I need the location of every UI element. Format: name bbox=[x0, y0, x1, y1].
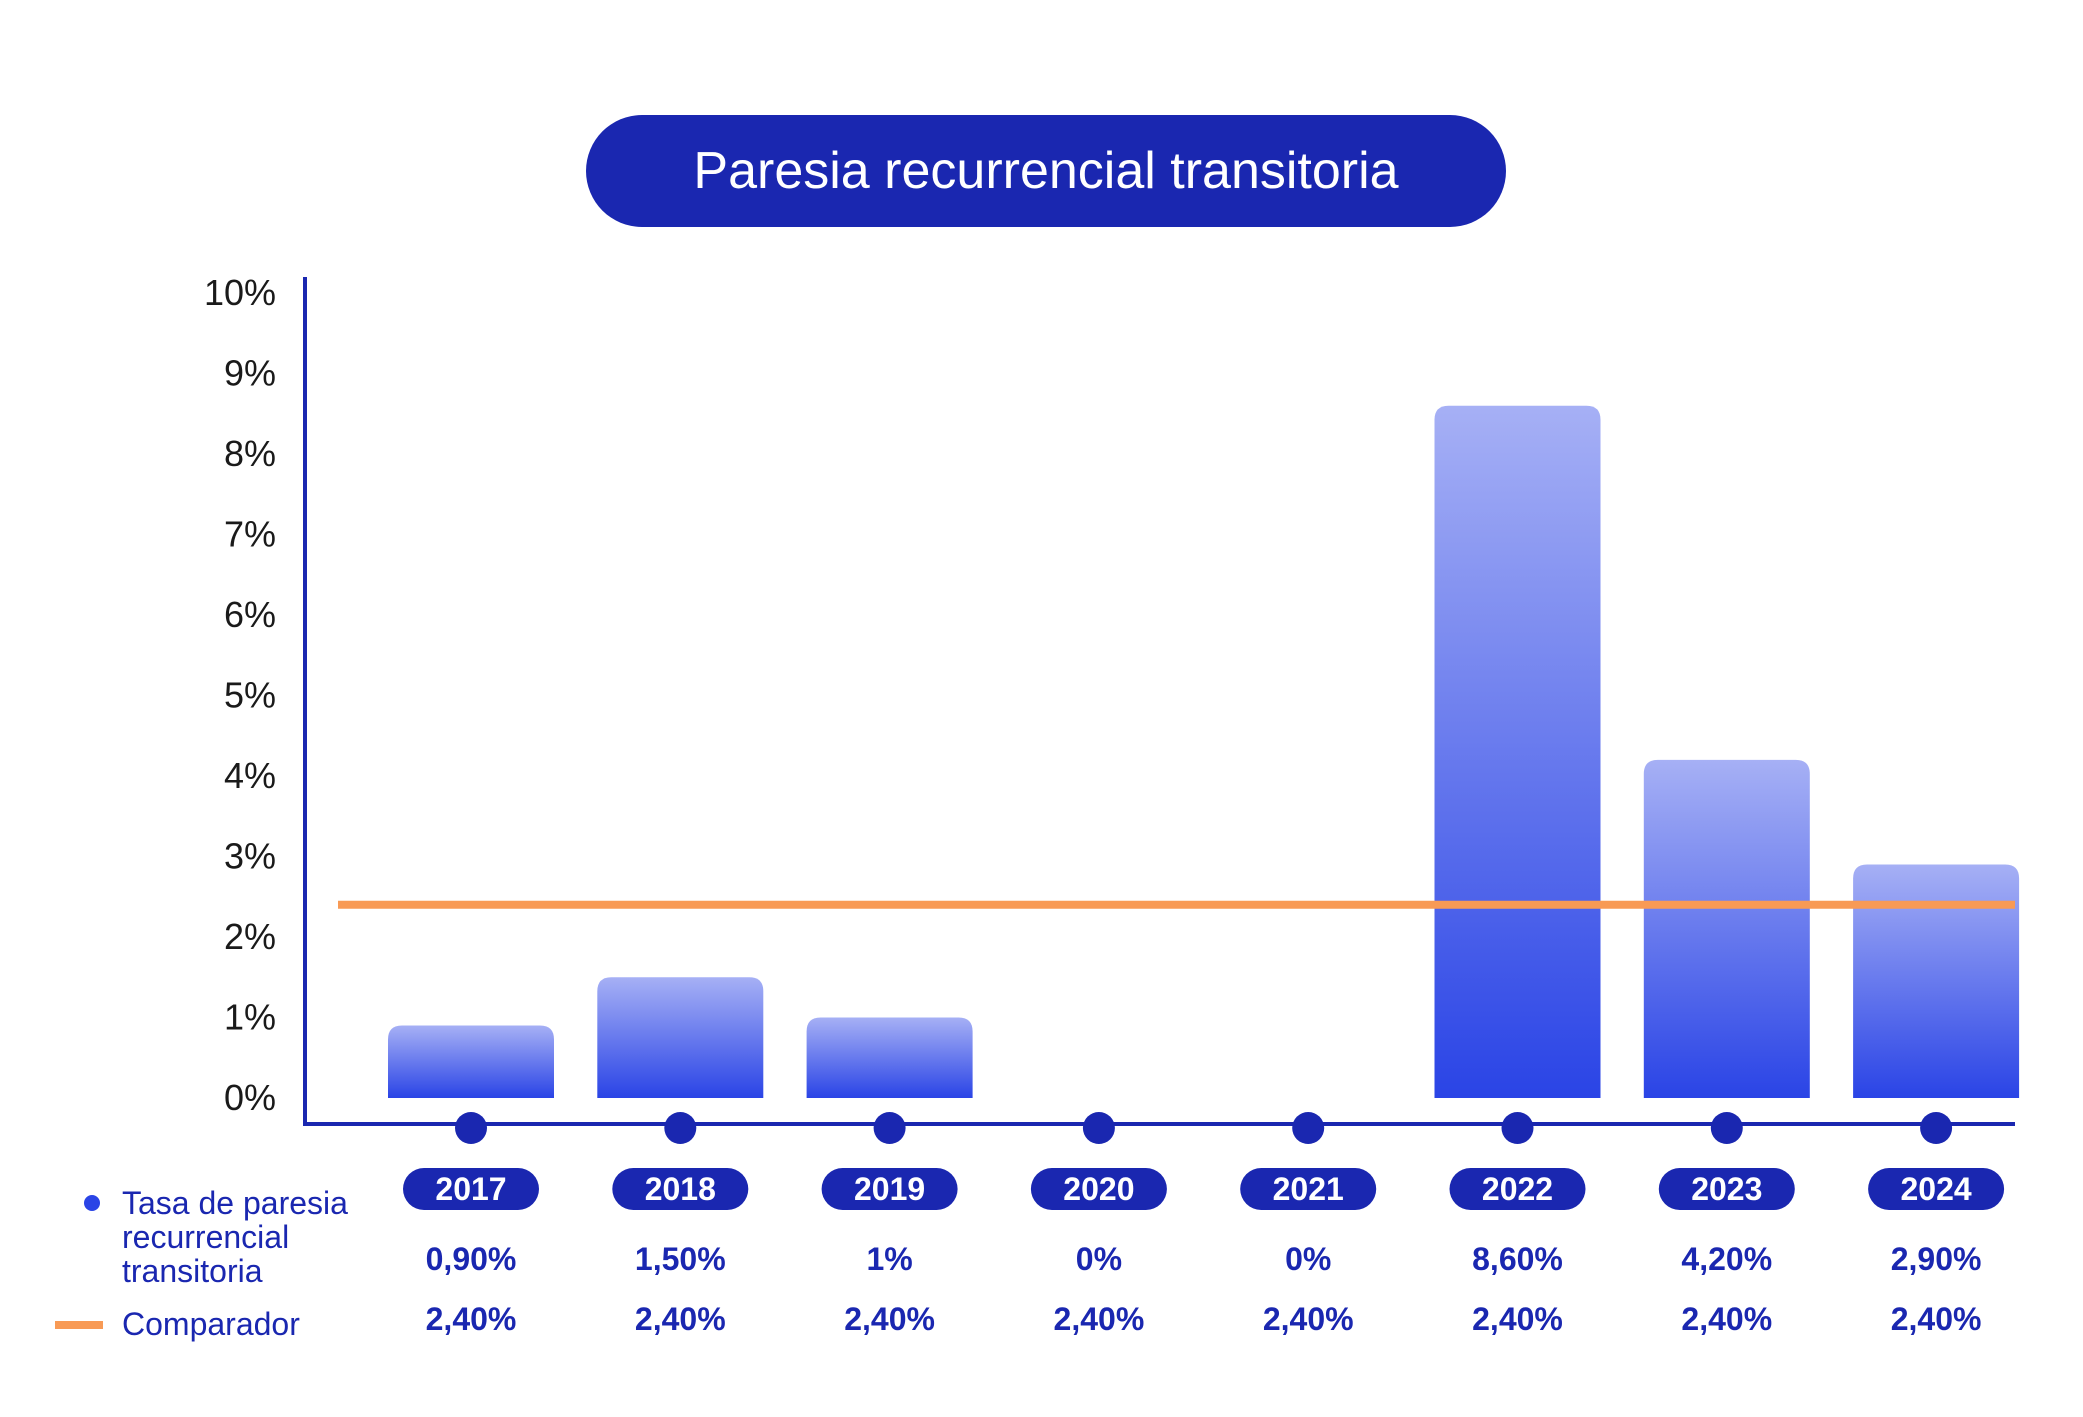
chart-title: Paresia recurrencial transitoria bbox=[586, 115, 1506, 227]
year-label: 2021 bbox=[1273, 1171, 1344, 1207]
year-label: 2023 bbox=[1691, 1171, 1762, 1207]
year-pill bbox=[612, 1168, 749, 1210]
series-value-label: 0% bbox=[1285, 1241, 1331, 1277]
year-label: 2017 bbox=[435, 1171, 506, 1207]
comparator-value-label: 2,40% bbox=[1263, 1301, 1354, 1337]
y-tick-label: 5% bbox=[224, 675, 276, 716]
y-tick-label: 6% bbox=[224, 594, 276, 635]
year-pill bbox=[403, 1168, 539, 1210]
category-dot bbox=[1920, 1112, 1953, 1144]
y-axis-ticks: 0% 1% 2% 3% 4% 5% 6% 7% 8% 9% 10% bbox=[204, 272, 276, 1118]
comparator-value-label: 2,40% bbox=[426, 1301, 517, 1337]
year-pill bbox=[1240, 1168, 1377, 1210]
y-tick-label: 8% bbox=[224, 433, 276, 474]
category-dot bbox=[873, 1112, 906, 1144]
category-dot bbox=[1292, 1112, 1325, 1144]
category-dot bbox=[1710, 1112, 1743, 1144]
y-tick-label: 9% bbox=[224, 353, 276, 394]
category-dot bbox=[664, 1112, 697, 1144]
year-label: 2024 bbox=[1901, 1171, 1972, 1207]
bar bbox=[597, 977, 764, 1098]
year-pill bbox=[821, 1168, 958, 1210]
year-label: 2022 bbox=[1482, 1171, 1553, 1207]
bar bbox=[1853, 864, 2020, 1098]
comparator-value-label: 2,40% bbox=[635, 1301, 726, 1337]
legend-comparator-label: Comparador bbox=[122, 1306, 300, 1342]
category-dot bbox=[1082, 1112, 1115, 1144]
series-value-label: 0% bbox=[1076, 1241, 1122, 1277]
y-tick-label: 7% bbox=[224, 514, 276, 555]
year-pill bbox=[1030, 1168, 1167, 1210]
series-value-label: 1% bbox=[866, 1241, 912, 1277]
y-tick-label: 4% bbox=[224, 755, 276, 796]
comparator-value-label: 2,40% bbox=[844, 1301, 935, 1337]
legend-comparator-marker bbox=[55, 1321, 103, 1329]
comparator-value-label: 2,40% bbox=[1681, 1301, 1772, 1337]
year-pill bbox=[1868, 1168, 2005, 1210]
year-label: 2018 bbox=[645, 1171, 716, 1207]
series-value-label: 1,50% bbox=[635, 1241, 726, 1277]
category-dot bbox=[1501, 1112, 1534, 1144]
year-label: 2019 bbox=[854, 1171, 925, 1207]
x-axis-categories: 2017 0,90% 2,40% 2018 1,50% 2,40% 2019 1% 2,40% 2… bbox=[403, 1112, 2005, 1337]
y-tick-label: 10% bbox=[204, 272, 276, 313]
legend-series-marker bbox=[84, 1195, 100, 1211]
year-pill bbox=[1449, 1168, 1586, 1210]
comparator-value-label: 2,40% bbox=[1891, 1301, 1982, 1337]
bar bbox=[1434, 405, 1601, 1098]
comparator-value-label: 2,40% bbox=[1054, 1301, 1145, 1337]
legend-series-label-line: transitoria bbox=[122, 1253, 263, 1289]
legend-series-label: Tasa de paresia recurrencial transitoria bbox=[122, 1186, 348, 1288]
legend-series-label-line: Tasa de paresia bbox=[122, 1185, 348, 1221]
y-tick-label: 2% bbox=[224, 916, 276, 957]
year-pill bbox=[1658, 1168, 1795, 1210]
year-label: 2020 bbox=[1063, 1171, 1134, 1207]
series-value-label: 2,90% bbox=[1891, 1241, 1982, 1277]
y-tick-label: 3% bbox=[224, 836, 276, 877]
y-tick-label: 1% bbox=[224, 997, 276, 1038]
legend-series-label-line: recurrencial bbox=[122, 1219, 290, 1255]
series-value-label: 4,20% bbox=[1681, 1241, 1772, 1277]
category-dot bbox=[455, 1112, 487, 1144]
series-value-label: 8,60% bbox=[1472, 1241, 1563, 1277]
bar bbox=[806, 1017, 973, 1098]
bars-group bbox=[388, 405, 2020, 1098]
series-value-label: 0,90% bbox=[426, 1241, 517, 1277]
bar bbox=[1643, 759, 1810, 1098]
bar bbox=[388, 1025, 554, 1098]
comparator-value-label: 2,40% bbox=[1472, 1301, 1563, 1337]
y-tick-label: 0% bbox=[224, 1077, 276, 1118]
